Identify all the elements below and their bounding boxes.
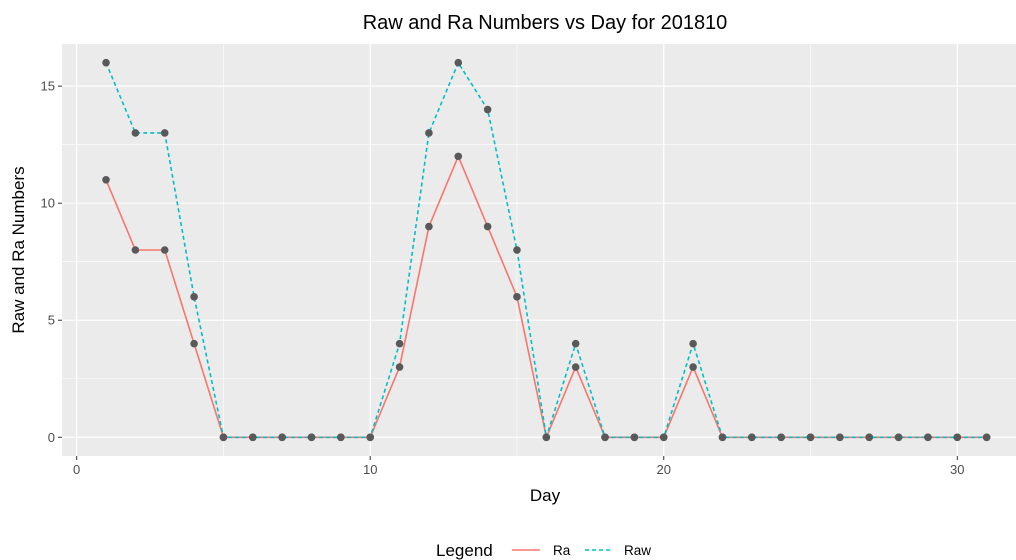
data-point-raw [337,433,345,442]
y-axis-ticks: 0 5 10 15 [41,79,62,445]
legend-title: Legend [436,541,493,560]
data-point-raw [836,433,844,442]
chart-title: Raw and Ra Numbers vs Day for 201810 [363,12,728,34]
data-point-ra [395,363,404,371]
y-axis-title: Raw and Ra Numbers [9,166,28,333]
data-point-ra [689,363,697,371]
data-point-raw [748,433,756,442]
minor-gridlines [62,44,1016,456]
data-point-ra [102,175,110,184]
x-tick-label: 10 [363,462,377,477]
data-point-raw [718,433,727,442]
data-point-ra [483,222,492,231]
data-point-raw [542,433,551,442]
data-points [102,58,991,442]
data-point-ra [571,363,580,371]
data-point-ra [190,339,198,348]
x-tick-label: 30 [950,462,964,477]
data-point-raw [513,246,521,254]
plot-panel [62,44,1016,456]
y-tick-label: 15 [41,79,55,94]
data-point-raw [190,293,198,301]
data-point-raw [894,433,903,442]
data-point-raw [454,58,463,67]
legend-ra-label: Ra [553,543,571,558]
data-point-raw [777,433,785,442]
data-point-raw [924,433,932,442]
data-point-raw [278,433,286,442]
data-point-raw [806,433,815,442]
data-point-raw [483,105,492,114]
legend: Legend Ra Raw [436,541,651,560]
data-point-raw [219,433,228,442]
data-point-raw [425,129,433,137]
data-point-raw [307,433,316,442]
data-point-raw [102,58,110,67]
data-point-ra [425,222,433,231]
data-point-ra [454,152,463,161]
data-point-raw [131,129,140,137]
data-point-raw [571,339,580,348]
data-point-raw [865,433,874,442]
data-point-raw [982,433,991,442]
data-point-ra [131,246,140,254]
data-point-ra [160,246,169,254]
data-point-raw [249,433,257,442]
data-point-raw [366,433,375,442]
x-axis-ticks: 0 10 20 30 [73,456,965,477]
y-tick-label: 5 [48,313,55,328]
data-point-raw [395,339,404,348]
data-point-raw [953,433,962,442]
x-tick-label: 0 [73,462,80,477]
data-point-raw [689,339,697,348]
data-point-raw [659,433,668,442]
data-point-raw [630,433,639,442]
y-tick-label: 0 [48,430,55,445]
x-axis-title: Day [530,486,561,505]
data-point-raw [601,433,609,442]
data-point-raw [160,129,169,137]
x-tick-label: 20 [657,462,671,477]
y-tick-label: 10 [41,196,55,211]
data-point-ra [513,293,521,301]
legend-raw-label: Raw [624,543,651,558]
